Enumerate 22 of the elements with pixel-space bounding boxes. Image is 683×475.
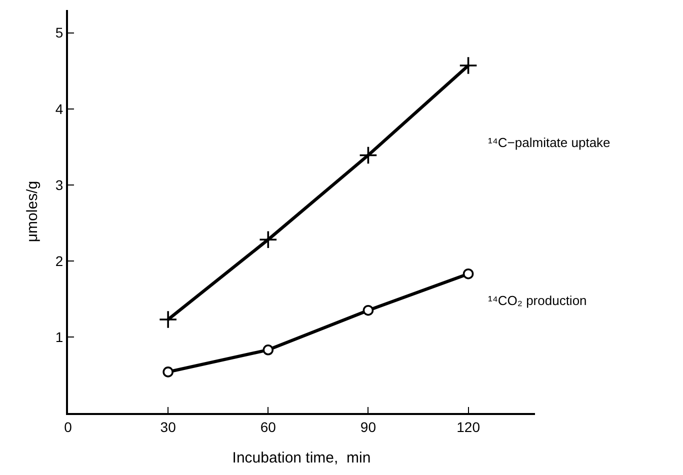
point — [362, 304, 374, 316]
y-axis-title: μmoles/g — [24, 180, 42, 242]
point — [258, 230, 278, 249]
y-tick-label: 1 — [55, 328, 64, 345]
x-tick-label: 60 — [260, 418, 276, 435]
x-tick-label: 0 — [64, 418, 72, 435]
y-tick-label: 4 — [55, 100, 64, 117]
point — [358, 146, 378, 165]
point — [162, 366, 174, 378]
x-tick-label: 90 — [360, 418, 376, 435]
y-tick-label: 3 — [55, 176, 64, 193]
point — [262, 344, 274, 356]
x-tick-label: 30 — [160, 418, 176, 435]
point — [462, 268, 474, 280]
point — [158, 310, 178, 329]
annotation: ¹⁴C−palmitate uptake — [488, 135, 610, 150]
y-tick-label: 2 — [55, 252, 64, 269]
x-axis-title: Incubation time, min — [232, 449, 371, 466]
annotation: ¹⁴CO₂ production — [488, 293, 587, 308]
y-tick-label: 5 — [55, 24, 64, 41]
x-tick-label: 120 — [456, 418, 480, 435]
point — [458, 56, 478, 75]
